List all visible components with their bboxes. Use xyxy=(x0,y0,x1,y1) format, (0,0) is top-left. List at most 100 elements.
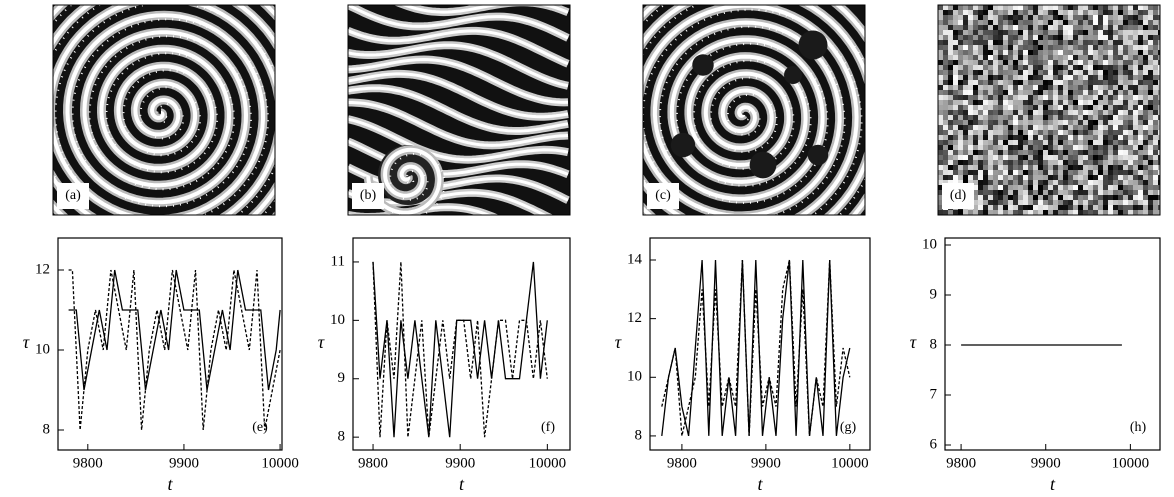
noise-cell xyxy=(1143,120,1149,126)
noise-cell xyxy=(1078,145,1084,151)
noise-cell xyxy=(1008,70,1014,76)
noise-cell xyxy=(1153,35,1159,41)
noise-cell xyxy=(1028,165,1034,171)
noise-cell xyxy=(998,75,1004,81)
noise-cell xyxy=(1018,40,1024,46)
noise-cell xyxy=(973,15,979,21)
noise-cell xyxy=(978,125,984,131)
noise-cell xyxy=(978,75,984,81)
noise-cell xyxy=(1018,140,1024,146)
noise-cell xyxy=(1043,75,1049,81)
noise-cell xyxy=(1063,50,1069,56)
noise-cell xyxy=(1033,130,1039,136)
noise-cell xyxy=(1143,90,1149,96)
noise-cell xyxy=(953,160,959,166)
noise-cell xyxy=(1053,175,1059,181)
noise-cell xyxy=(1078,65,1084,71)
noise-cell xyxy=(1088,110,1094,116)
noise-cell xyxy=(1123,110,1129,116)
noise-cell xyxy=(953,40,959,46)
noise-cell xyxy=(1013,95,1019,101)
noise-cell xyxy=(1038,20,1044,26)
noise-cell xyxy=(1078,135,1084,141)
noise-cell xyxy=(1073,30,1079,36)
noise-cell xyxy=(983,140,989,146)
noise-cell xyxy=(1053,80,1059,86)
noise-cell xyxy=(1028,90,1034,96)
noise-cell xyxy=(1033,170,1039,176)
noise-cell xyxy=(1013,160,1019,166)
noise-cell xyxy=(1063,115,1069,121)
noise-cell xyxy=(978,45,984,51)
noise-cell xyxy=(1133,25,1139,31)
noise-cell xyxy=(958,5,964,11)
noise-cell xyxy=(938,125,944,131)
noise-cell xyxy=(988,75,994,81)
noise-cell xyxy=(968,65,974,71)
noise-cell xyxy=(1093,185,1099,191)
stripe xyxy=(400,5,569,14)
noise-cell xyxy=(1098,145,1104,151)
noise-cell xyxy=(1088,205,1094,211)
noise-cell xyxy=(1028,30,1034,36)
noise-cell xyxy=(953,10,959,16)
noise-cell xyxy=(988,20,994,26)
noise-cell xyxy=(1108,190,1114,196)
noise-cell xyxy=(1133,15,1139,21)
noise-cell xyxy=(938,130,944,136)
noise-cell xyxy=(1048,195,1054,201)
noise-cell xyxy=(938,65,944,71)
noise-cell xyxy=(983,10,989,16)
noise-cell xyxy=(993,120,999,126)
noise-cell xyxy=(1068,200,1074,206)
noise-cell xyxy=(988,135,994,141)
noise-cell xyxy=(1063,30,1069,36)
noise-cell xyxy=(1068,20,1074,26)
noise-cell xyxy=(973,80,979,86)
noise-cell xyxy=(1063,45,1069,51)
noise-cell xyxy=(1058,40,1064,46)
noise-cell xyxy=(1098,135,1104,141)
noise-cell xyxy=(988,125,994,131)
noise-cell xyxy=(968,105,974,111)
noise-cell xyxy=(1043,150,1049,156)
noise-cell xyxy=(1138,60,1144,66)
noise-cell xyxy=(1048,10,1054,16)
noise-cell xyxy=(948,50,954,56)
stripe xyxy=(348,72,569,119)
noise-cell xyxy=(1158,150,1160,156)
y-tick-label: 14 xyxy=(627,251,643,267)
noise-cell xyxy=(1098,140,1104,146)
noise-cell xyxy=(1013,20,1019,26)
noise-cell xyxy=(993,60,999,66)
noise-cell xyxy=(1138,125,1144,131)
noise-cell xyxy=(1148,65,1154,71)
noise-cell xyxy=(1108,20,1114,26)
noise-cell xyxy=(973,165,979,171)
noise-cell xyxy=(973,135,979,141)
noise-cell xyxy=(1043,160,1049,166)
noise-cell xyxy=(1078,120,1084,126)
noise-cell xyxy=(1148,40,1154,46)
noise-cell xyxy=(958,65,964,71)
noise-cell xyxy=(1148,145,1154,151)
noise-cell xyxy=(1103,30,1109,36)
noise-cell xyxy=(1073,80,1079,86)
noise-cell xyxy=(1088,105,1094,111)
noise-cell xyxy=(1073,35,1079,41)
noise-cell xyxy=(1018,180,1024,186)
noise-cell xyxy=(978,65,984,71)
noise-cell xyxy=(1013,55,1019,61)
noise-cell xyxy=(1093,20,1099,26)
noise-cell xyxy=(1113,120,1119,126)
noise-cell xyxy=(1063,80,1069,86)
noise-cell xyxy=(1093,120,1099,126)
noise-cell xyxy=(1148,70,1154,76)
noise-cell xyxy=(1098,75,1104,81)
noise-cell xyxy=(1113,155,1119,161)
noise-cell xyxy=(1093,85,1099,91)
noise-cell xyxy=(1038,90,1044,96)
noise-cell xyxy=(1033,95,1039,101)
noise-cell xyxy=(1093,160,1099,166)
noise-cell xyxy=(998,15,1004,21)
